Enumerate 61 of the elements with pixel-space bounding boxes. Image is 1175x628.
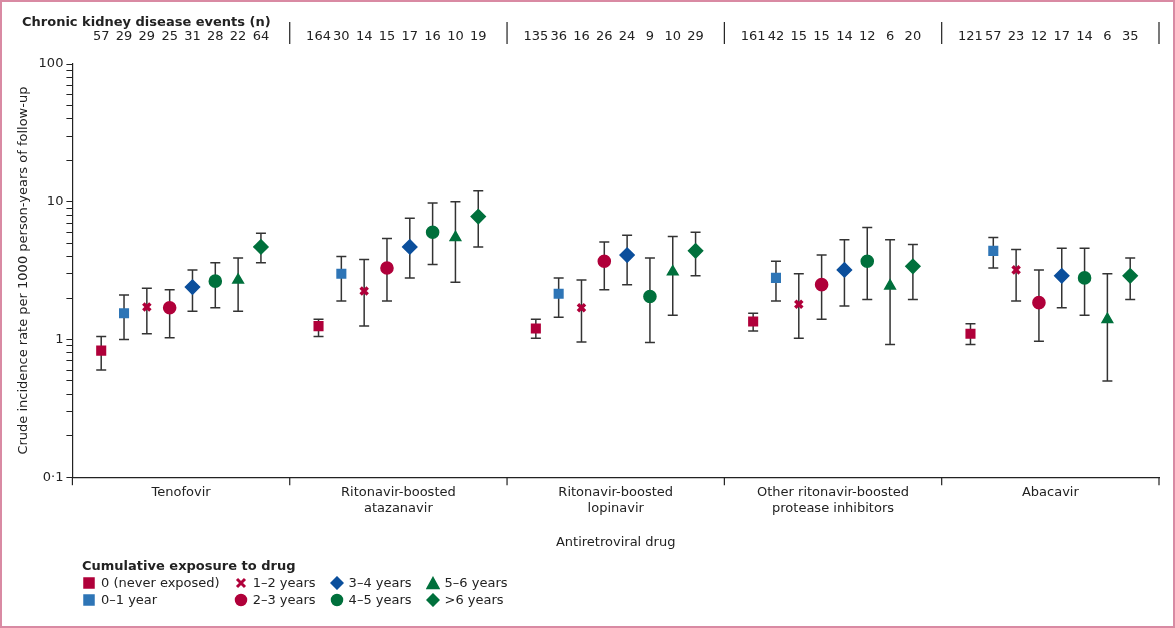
text: 57 xyxy=(92,28,110,43)
text: 9 xyxy=(645,28,655,43)
y-tick-label: 0·1 xyxy=(42,468,64,484)
text: 12 xyxy=(858,28,876,43)
text: 161 xyxy=(740,28,766,43)
text: 23 xyxy=(1007,28,1025,43)
text: 15 xyxy=(813,28,830,43)
text: 14 xyxy=(836,28,853,43)
text: 16 xyxy=(573,28,590,43)
x-tick-label: Tenofovir xyxy=(150,484,212,500)
text: 14 xyxy=(355,28,373,43)
text: 6 xyxy=(885,28,895,43)
x-tick-label: Abacavir xyxy=(1021,484,1080,500)
text: 25 xyxy=(161,28,178,43)
y-tick-label: 1 xyxy=(55,330,64,346)
text: 15 xyxy=(378,28,396,43)
text: 31 xyxy=(184,28,201,43)
text: Chronic kidney disease events (n) xyxy=(22,14,271,29)
text: 35 xyxy=(1121,28,1139,43)
y-tick-label: 100 xyxy=(38,55,64,71)
x-tick-label: Ritonavir-boosted lopinavir xyxy=(558,484,674,515)
text: 17 xyxy=(1053,28,1071,43)
text: 14 xyxy=(1076,28,1093,43)
text: 19 xyxy=(469,28,487,43)
text: 6 xyxy=(1103,28,1112,43)
text: 15 xyxy=(790,28,808,43)
legend-label: 3–4 years xyxy=(348,575,412,590)
text: 20 xyxy=(904,28,922,43)
text: 10 xyxy=(664,28,682,43)
text: 10 xyxy=(447,28,464,43)
text: 24 xyxy=(618,28,636,43)
text: 29 xyxy=(115,28,133,43)
legend-label: 4–5 years xyxy=(348,592,412,607)
legend-label: 5–6 years xyxy=(444,575,508,590)
text: 12 xyxy=(1030,28,1048,43)
legend-label: 0–1 year xyxy=(101,592,158,607)
text: 26 xyxy=(596,28,613,43)
legend-label: >6 years xyxy=(444,592,504,607)
y-tick-label: 10 xyxy=(46,193,64,209)
text: 57 xyxy=(985,28,1002,43)
text: 36 xyxy=(550,28,567,43)
text: 29 xyxy=(687,28,704,43)
x-tick-label: Ritonavir-boosted atazanavir xyxy=(341,484,456,515)
legend-title: Cumulative exposure to drug xyxy=(82,558,297,573)
text: 30 xyxy=(333,28,350,43)
text: 135 xyxy=(523,28,549,43)
text: 164 xyxy=(306,28,331,43)
legend-label: 0 (never exposed) xyxy=(101,575,220,590)
text: 42 xyxy=(767,28,785,43)
text: 28 xyxy=(207,28,224,43)
legend-label: 1–2 years xyxy=(252,575,316,590)
legend-label: 2–3 years xyxy=(252,592,316,607)
text: 17 xyxy=(401,28,419,43)
text: 16 xyxy=(424,28,441,43)
text: 121 xyxy=(958,28,983,43)
x-tick-label: Other ritonavir-boosted protease inhibitors xyxy=(757,484,910,515)
text: 22 xyxy=(229,28,247,43)
text: 29 xyxy=(138,28,156,43)
y-axis-title: Crude incidence rate per 1000 person-years of follow-up xyxy=(15,86,31,455)
x-axis-title: Antiretroviral drug xyxy=(555,533,676,549)
text: 64 xyxy=(252,28,270,43)
